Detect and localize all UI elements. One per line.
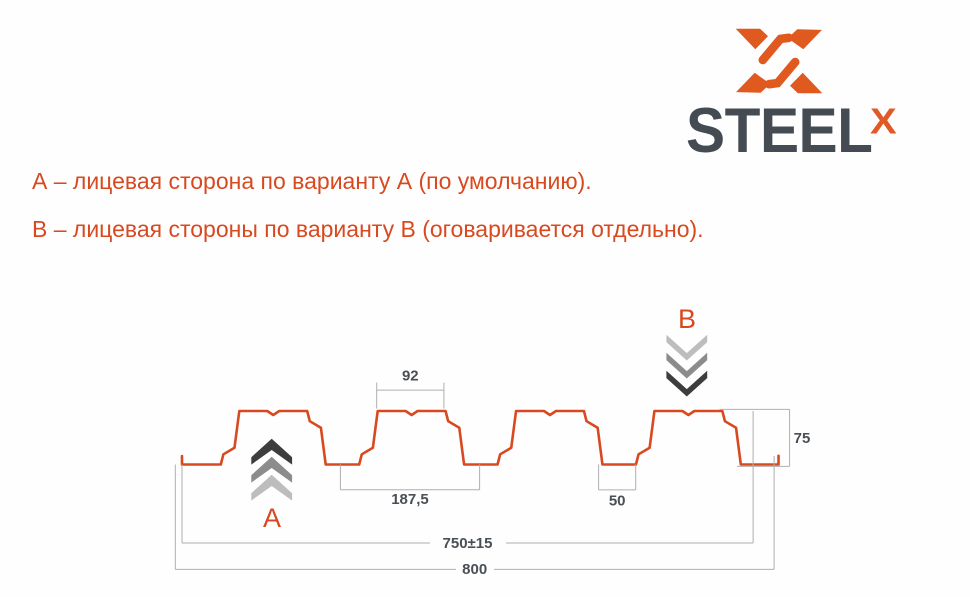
svg-text:750±15: 750±15 (443, 535, 493, 552)
svg-text:187,5: 187,5 (391, 491, 429, 508)
svg-text:B: B (678, 304, 696, 334)
svg-text:75: 75 (794, 430, 811, 447)
svg-text:50: 50 (609, 493, 626, 510)
svg-text:A: A (263, 503, 281, 533)
svg-text:800: 800 (462, 561, 487, 578)
svg-text:92: 92 (402, 368, 419, 385)
